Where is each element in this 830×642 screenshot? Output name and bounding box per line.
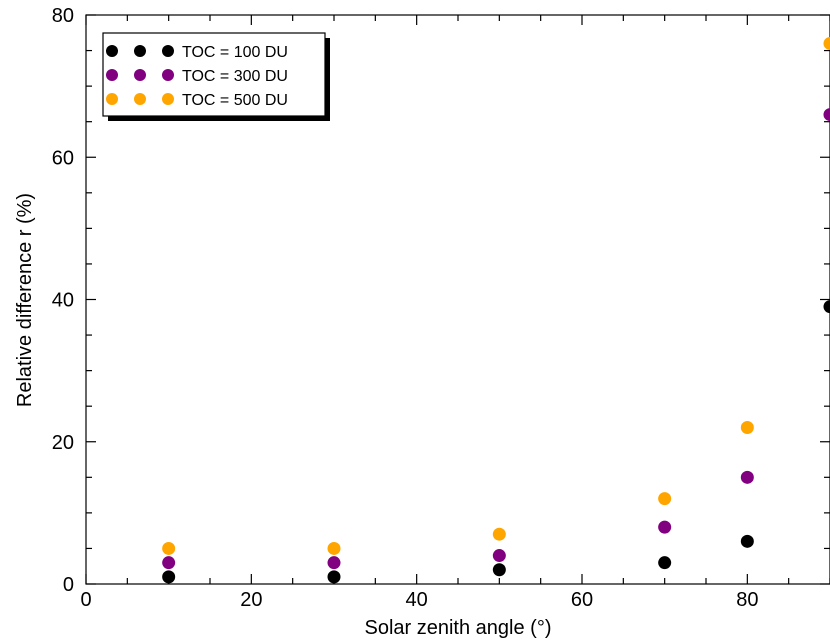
data-point <box>823 300 830 314</box>
legend-marker <box>134 69 146 81</box>
x-tick-label: 80 <box>736 589 758 611</box>
x-axis: 0 20 40 60 80 <box>80 15 830 611</box>
legend-marker <box>162 45 174 57</box>
data-point <box>162 556 176 570</box>
y-tick-label: 80 <box>52 5 74 27</box>
data-point <box>327 570 341 584</box>
legend-label: TOC = 100 DU <box>182 44 288 61</box>
data-point <box>162 570 176 584</box>
legend-marker <box>162 93 174 105</box>
legend: TOC = 100 DU TOC = 300 DU TOC = 500 DU <box>102 32 330 121</box>
legend-marker <box>106 45 118 57</box>
legend-marker <box>106 93 118 105</box>
legend-marker <box>134 45 146 57</box>
x-axis-title: Solar zenith angle (°) <box>365 617 552 639</box>
legend-marker <box>106 69 118 81</box>
data-point <box>492 563 506 577</box>
data-points <box>162 36 830 584</box>
data-point <box>823 108 830 122</box>
x-tick-label: 0 <box>80 589 91 611</box>
data-point <box>740 534 754 548</box>
data-point <box>492 527 506 541</box>
x-tick-label: 60 <box>571 589 593 611</box>
data-point <box>658 492 672 506</box>
y-tick-label: 0 <box>63 574 74 596</box>
data-point <box>492 549 506 563</box>
data-point <box>658 556 672 570</box>
y-tick-label: 60 <box>52 147 74 169</box>
y-axis: 0 20 40 60 80 <box>52 5 830 596</box>
x-tick-label: 20 <box>240 589 262 611</box>
legend-marker <box>134 93 146 105</box>
legend-label: TOC = 500 DU <box>182 92 288 109</box>
data-point <box>740 421 754 435</box>
x-tick-label: 40 <box>406 589 428 611</box>
data-point <box>740 470 754 484</box>
y-axis-title: Relative difference r (%) <box>14 193 36 407</box>
data-point <box>327 541 341 555</box>
data-point <box>162 541 176 555</box>
data-point <box>823 36 830 50</box>
y-tick-label: 40 <box>52 290 74 312</box>
data-point <box>327 556 341 570</box>
data-point <box>658 520 672 534</box>
legend-label: TOC = 300 DU <box>182 68 288 85</box>
legend-marker <box>162 69 174 81</box>
y-tick-label: 20 <box>52 432 74 454</box>
